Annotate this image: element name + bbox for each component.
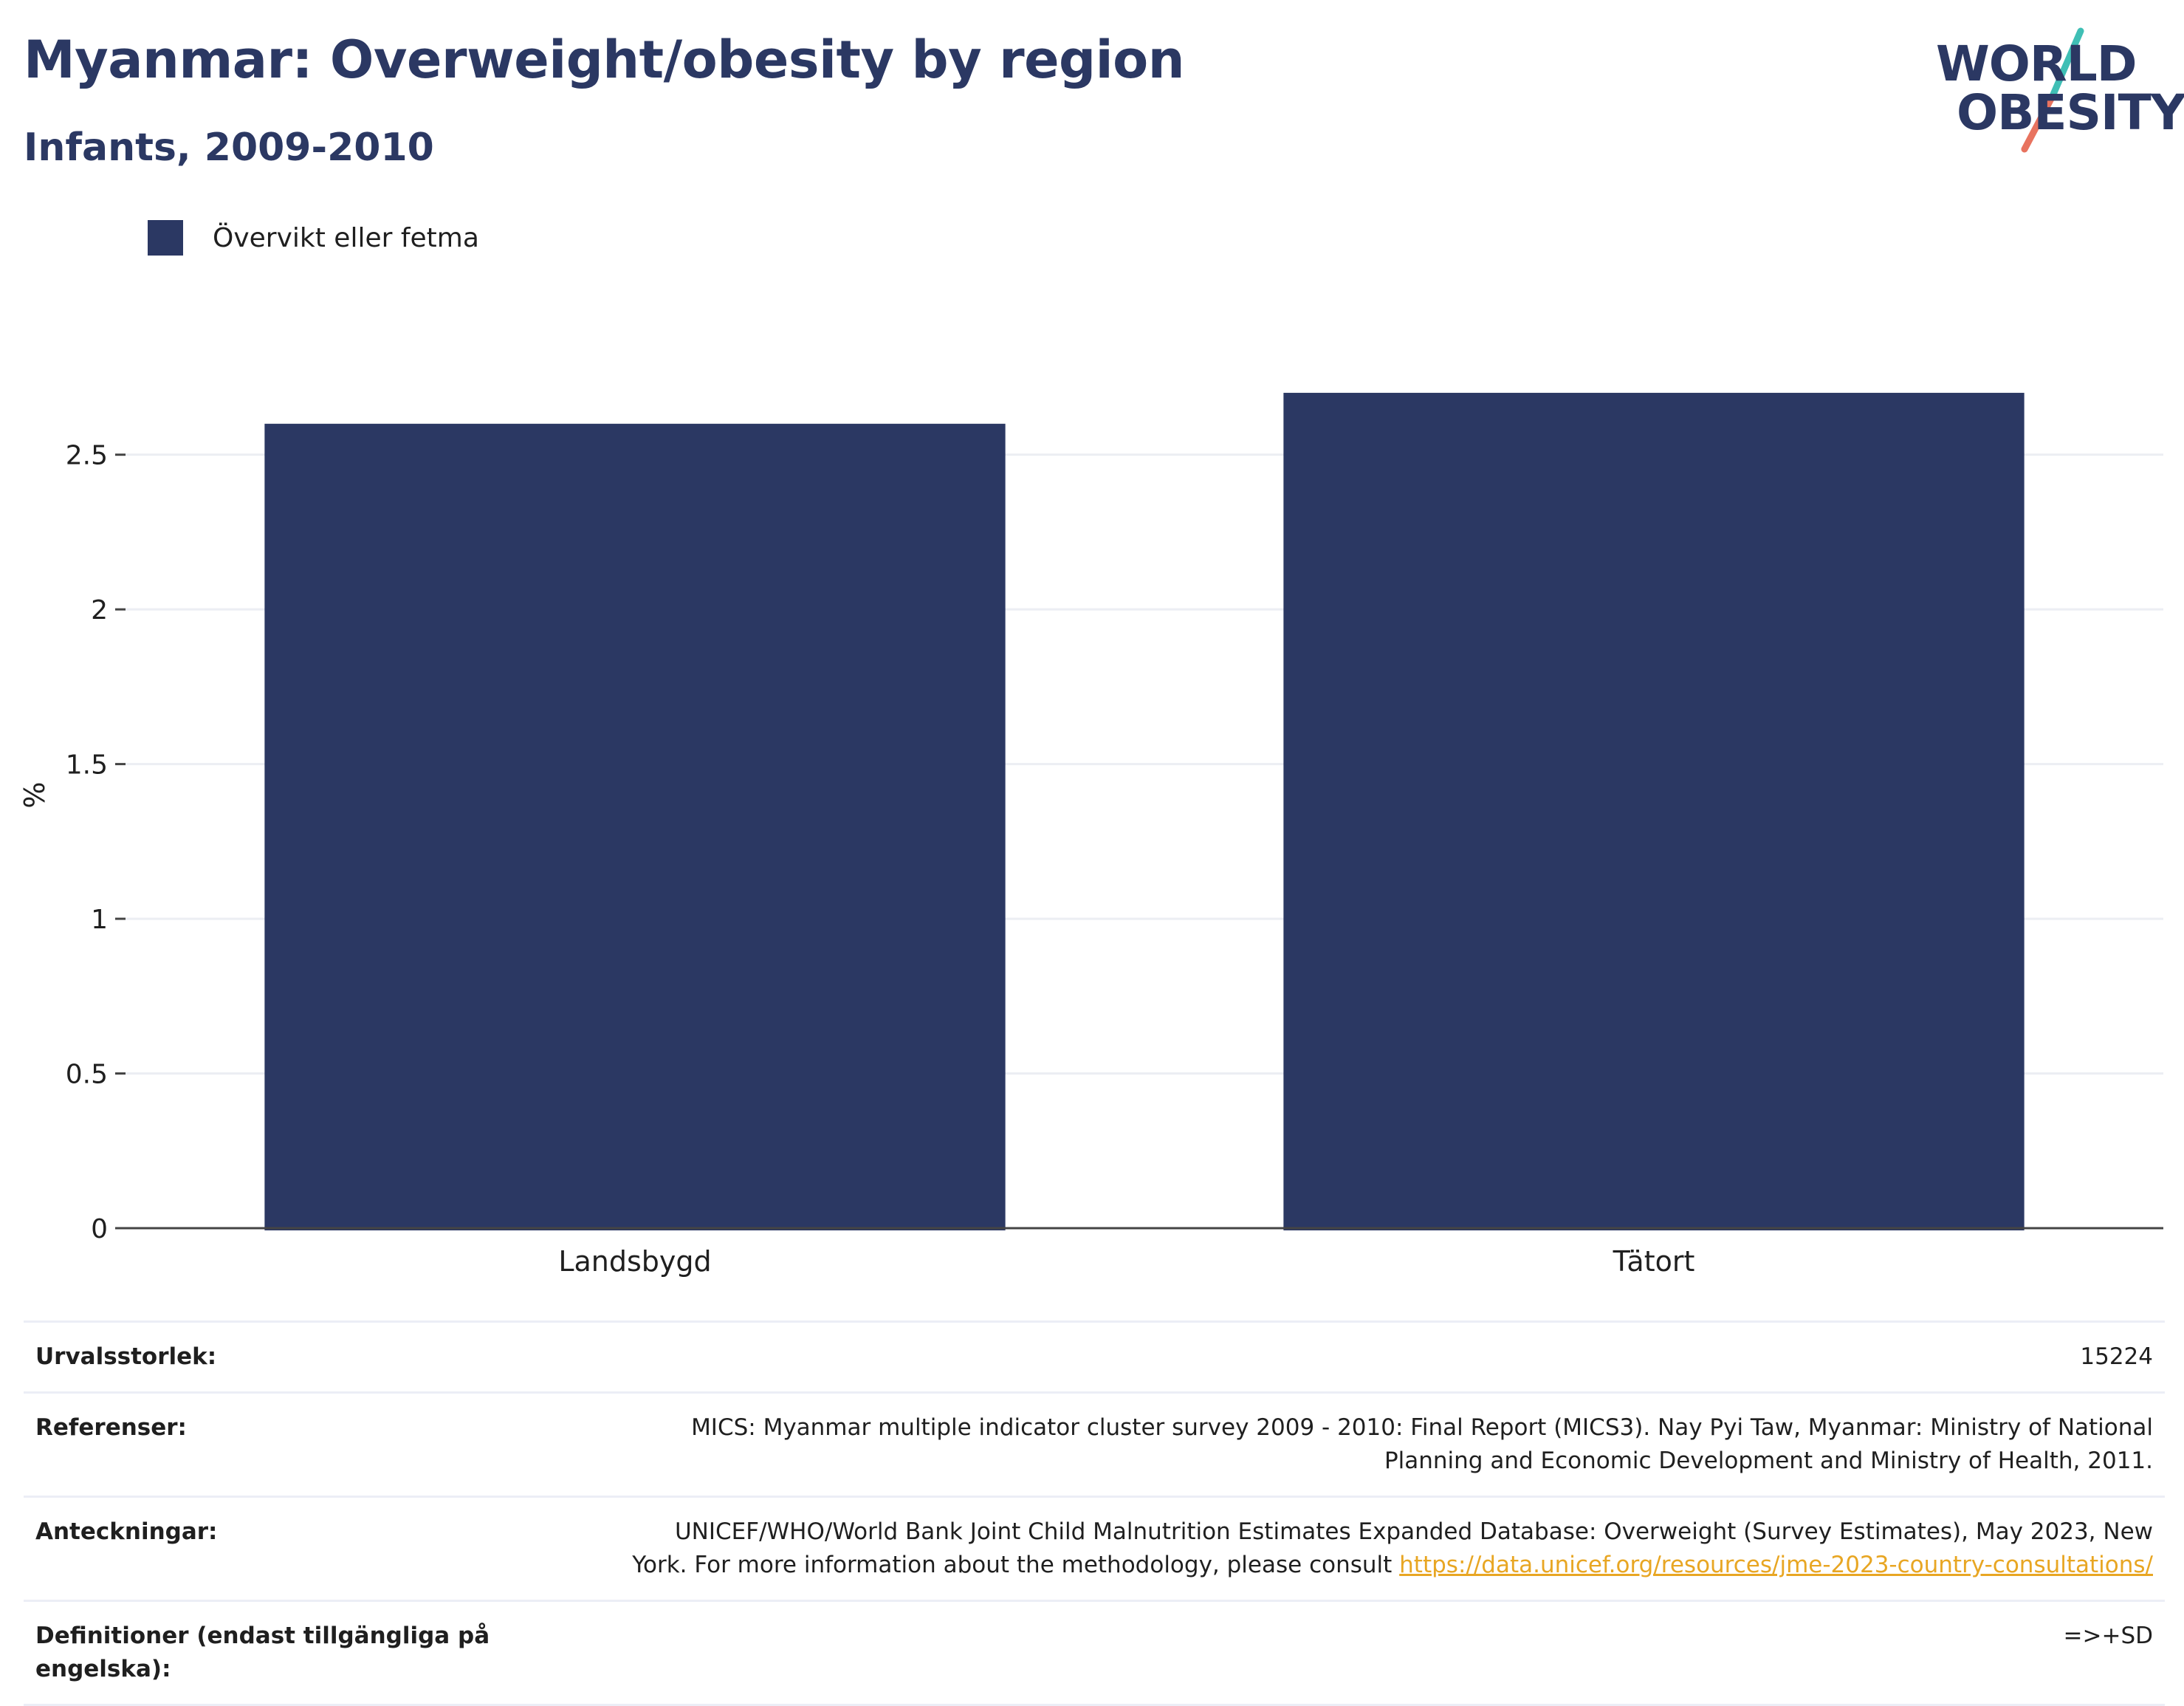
chart-legend: Övervikt eller fetma xyxy=(148,220,479,256)
references-line-1: MICS: Myanmar multiple indicator cluster… xyxy=(691,1414,2153,1441)
meta-key-definitions: Definitioner (endast tillgängliga på eng… xyxy=(35,1620,508,1686)
y-tick-label: 2 xyxy=(91,595,108,626)
logo-slash-icon xyxy=(2021,27,2084,153)
meta-key-sample-size: Urvalsstorlek: xyxy=(35,1343,217,1370)
chart-title: Myanmar: Overweight/obesity by region xyxy=(24,30,1185,90)
chart-subtitle: Infants, 2009-2010 xyxy=(24,126,434,170)
references-line-2: Planning and Economic Development and Mi… xyxy=(1384,1447,2153,1474)
y-tick-labels: 0 0.5 1 1.5 2 2.5 xyxy=(66,441,126,1244)
definitions-label-line-2: engelska): xyxy=(35,1655,171,1682)
bar-chart: 0 0.5 1 1.5 2 2.5 Landsbygd Tätort % xyxy=(18,392,2163,1278)
meta-value-definitions: =>+SD xyxy=(2063,1622,2153,1649)
meta-key-notes: Anteckningar: xyxy=(35,1518,218,1545)
logo-text-world: WORLD xyxy=(1936,35,2137,92)
meta-row-references: Referenser: MICS: Myanmar multiple indic… xyxy=(24,1391,2165,1496)
meta-value-notes: UNICEF/WHO/World Bank Joint Child Malnut… xyxy=(508,1515,2153,1582)
meta-row-sample-size: Urvalsstorlek: 15224 xyxy=(24,1320,2165,1391)
y-tick-label: 1 xyxy=(91,905,108,935)
definitions-label-line-1: Definitioner (endast tillgängliga på xyxy=(35,1622,490,1649)
bar-landsbygd[interactable] xyxy=(264,423,1006,1231)
y-axis-title: % xyxy=(18,781,51,808)
y-tick-label: 0 xyxy=(91,1214,108,1244)
legend-label[interactable]: Övervikt eller fetma xyxy=(213,222,479,253)
meta-row-notes: Anteckningar: UNICEF/WHO/World Bank Join… xyxy=(24,1495,2165,1600)
notes-methodology-link[interactable]: https://data.unicef.org/resources/jme-20… xyxy=(1399,1551,2153,1578)
legend-swatch xyxy=(148,220,183,256)
logo-text-obesity: OBESITY xyxy=(1957,84,2184,141)
x-tick-label: Landsbygd xyxy=(558,1245,711,1278)
bar-tätort[interactable] xyxy=(1283,392,2025,1231)
world-obesity-logo[interactable]: WORLD OBESITY xyxy=(1927,22,2184,155)
notes-line-1: UNICEF/WHO/World Bank Joint Child Malnut… xyxy=(674,1518,2153,1545)
meta-row-definitions: Definitioner (endast tillgängliga på eng… xyxy=(24,1599,2165,1706)
bars xyxy=(264,392,2025,1231)
metadata-table: Urvalsstorlek: 15224 Referenser: MICS: M… xyxy=(24,1320,2165,1706)
meta-key-references: Referenser: xyxy=(35,1414,187,1441)
meta-value-references: MICS: Myanmar multiple indicator cluster… xyxy=(508,1411,2153,1478)
y-tick-label: 2.5 xyxy=(66,441,108,471)
x-tick-label: Tätort xyxy=(1613,1245,1695,1278)
y-tick-label: 1.5 xyxy=(66,750,108,781)
meta-value-sample-size: 15224 xyxy=(2080,1343,2153,1370)
y-tick-label: 0.5 xyxy=(66,1060,108,1090)
notes-line-2: York. For more information about the met… xyxy=(632,1551,1393,1578)
x-tick-labels: Landsbygd Tätort xyxy=(558,1245,1694,1278)
